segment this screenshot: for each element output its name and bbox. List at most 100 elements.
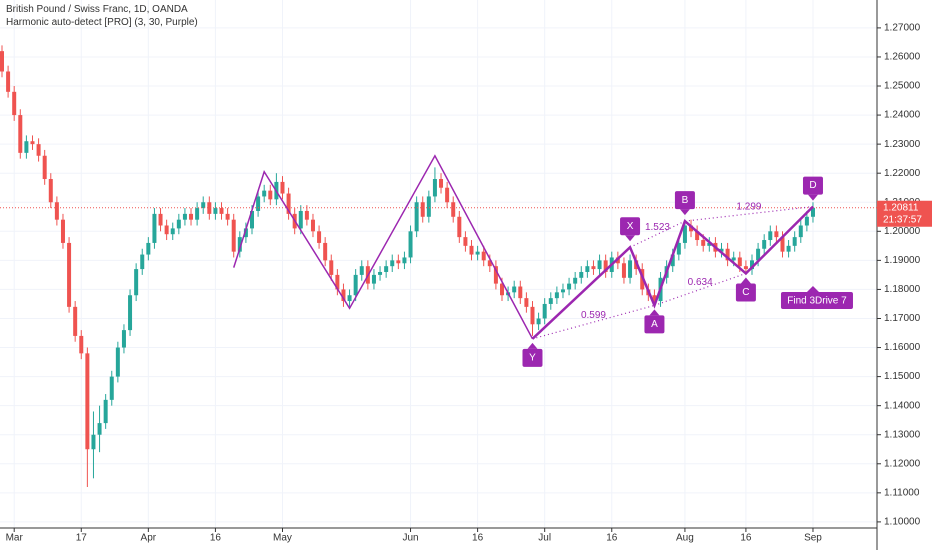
candle-body	[402, 257, 407, 264]
candle-body	[286, 193, 291, 214]
y-tick-label: 1.24000	[884, 110, 921, 121]
candle-body	[591, 266, 596, 270]
candle-body	[158, 213, 163, 226]
candle-body	[359, 266, 364, 275]
candle-body	[792, 237, 797, 246]
candle-body	[493, 266, 498, 284]
candle-body	[573, 277, 578, 284]
candle-body	[445, 187, 450, 203]
y-tick-label: 1.12000	[884, 458, 921, 469]
candle-body	[189, 213, 194, 220]
candle-body	[48, 179, 53, 203]
candle-body	[567, 283, 572, 290]
indicator-title: Harmonic auto-detect [PRO] (3, 30, Purpl…	[6, 17, 198, 28]
x-tick-label: Sep	[804, 533, 822, 544]
candle-body	[652, 295, 657, 302]
candle-body	[585, 266, 590, 272]
candle-body	[756, 248, 761, 261]
candle-body	[237, 237, 242, 252]
x-tick-label: 16	[606, 533, 618, 544]
y-tick-label: 1.26000	[884, 52, 921, 63]
candle-body	[579, 271, 584, 278]
candle-body	[670, 254, 675, 267]
candle-body	[737, 257, 742, 267]
candle-body	[420, 202, 425, 217]
candle-body	[42, 155, 47, 180]
candle-body	[0, 51, 4, 72]
last-price-label: 1.20811	[883, 202, 919, 213]
candle-body	[91, 434, 96, 450]
candle-body	[6, 71, 11, 92]
candle-body	[371, 274, 376, 284]
candle-body	[195, 208, 200, 220]
candle-body	[256, 196, 261, 211]
candle-body	[103, 399, 108, 424]
candle-body	[426, 196, 431, 217]
candle-body	[542, 303, 547, 319]
y-tick-label: 1.19000	[884, 255, 921, 266]
x-tick-label: Mar	[6, 533, 24, 544]
x-tick-label: May	[273, 533, 292, 544]
pattern-point-pointer	[527, 342, 538, 349]
candle-body	[725, 248, 730, 261]
x-tick-label: Jul	[538, 533, 551, 544]
candle-body	[323, 242, 328, 261]
candle-body	[18, 115, 23, 153]
candle-body	[12, 91, 17, 116]
candle-body	[60, 219, 65, 243]
candle-body	[304, 210, 309, 220]
ratio-label: 1.523	[645, 222, 670, 233]
y-tick-label: 1.13000	[884, 429, 921, 440]
candle-body	[164, 225, 169, 235]
candle-body	[560, 289, 565, 293]
candle-body	[140, 254, 145, 270]
candle-body	[231, 219, 236, 252]
candle-body	[530, 306, 535, 325]
candle-body	[128, 295, 133, 331]
signal-box	[780, 292, 853, 309]
candle-body	[408, 231, 413, 258]
candle-body	[804, 216, 809, 226]
x-tick-label: Jun	[402, 533, 418, 544]
x-tick-label: 17	[76, 533, 88, 544]
candle-body	[390, 260, 395, 267]
candle-body	[67, 242, 72, 307]
candle-body	[310, 219, 315, 232]
ratio-label: 0.599	[581, 310, 606, 321]
candle-body	[463, 237, 468, 246]
candle-body	[347, 295, 352, 302]
candle-body	[432, 179, 437, 197]
candle-body	[152, 213, 157, 243]
candle-body	[475, 251, 480, 255]
signal-label: Find 3Drive 7	[787, 296, 847, 307]
pattern-point-label: A	[651, 319, 658, 330]
pattern-point-pointer	[740, 277, 751, 284]
ratio-label: 1.299	[736, 202, 761, 213]
candle-body	[689, 225, 694, 232]
candle-body	[115, 347, 120, 377]
candle-body	[786, 245, 791, 252]
candle-body	[262, 190, 267, 197]
y-tick-label: 1.15000	[884, 371, 921, 382]
candle-body	[396, 260, 401, 264]
candle-body	[439, 179, 444, 188]
candle-body	[85, 353, 90, 450]
candle-body	[335, 274, 340, 290]
candle-body	[121, 330, 126, 348]
y-tick-label: 1.23000	[884, 139, 921, 150]
candle-body	[481, 251, 486, 261]
candle-body	[73, 306, 78, 336]
last-price-box	[877, 200, 932, 227]
pattern-point-box	[735, 283, 756, 302]
candle-body	[109, 376, 114, 400]
candle-body	[24, 141, 29, 153]
candle-body	[603, 260, 608, 272]
x-tick-label: 16	[472, 533, 484, 544]
candle-body	[54, 202, 59, 220]
candle-body	[268, 190, 273, 200]
candle-body	[97, 423, 102, 435]
y-tick-label: 1.27000	[884, 23, 921, 34]
pattern-point-label: B	[682, 195, 689, 206]
